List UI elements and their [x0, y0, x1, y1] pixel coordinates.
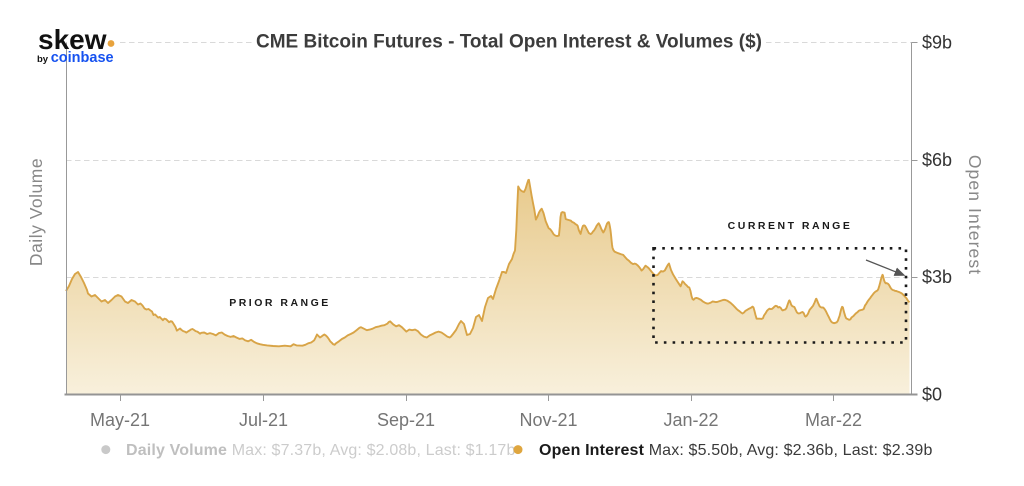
- svg-text:CURRENT RANGE: CURRENT RANGE: [728, 220, 853, 232]
- svg-text:Sep-21: Sep-21: [377, 410, 435, 430]
- svg-text:$0: $0: [922, 385, 942, 405]
- svg-text:Mar-22: Mar-22: [805, 410, 862, 430]
- svg-text:Daily Volume Max: $7.37b, Avg:: Daily Volume Max: $7.37b, Avg: $2.08b, L…: [126, 442, 516, 459]
- svg-text:Jul-21: Jul-21: [239, 410, 288, 430]
- svg-text:$3b: $3b: [922, 267, 952, 287]
- svg-text:Nov-21: Nov-21: [519, 410, 577, 430]
- svg-text:Open Interest Max: $5.50b, Avg: Open Interest Max: $5.50b, Avg: $2.36b, …: [539, 442, 933, 459]
- svg-text:May-21: May-21: [90, 410, 150, 430]
- svg-text:$6b: $6b: [922, 150, 952, 170]
- svg-text:Jan-22: Jan-22: [663, 410, 718, 430]
- svg-text:Daily Volume: Daily Volume: [26, 158, 46, 266]
- svg-text:skew: skew: [38, 24, 107, 55]
- svg-text:CME Bitcoin Futures - Total Op: CME Bitcoin Futures - Total Open Interes…: [256, 32, 762, 53]
- svg-text:by coinbase: by coinbase: [37, 50, 114, 66]
- svg-text:$9b: $9b: [922, 33, 952, 53]
- svg-text:Open Interest: Open Interest: [965, 155, 985, 275]
- svg-text:PRIOR RANGE: PRIOR RANGE: [229, 297, 331, 309]
